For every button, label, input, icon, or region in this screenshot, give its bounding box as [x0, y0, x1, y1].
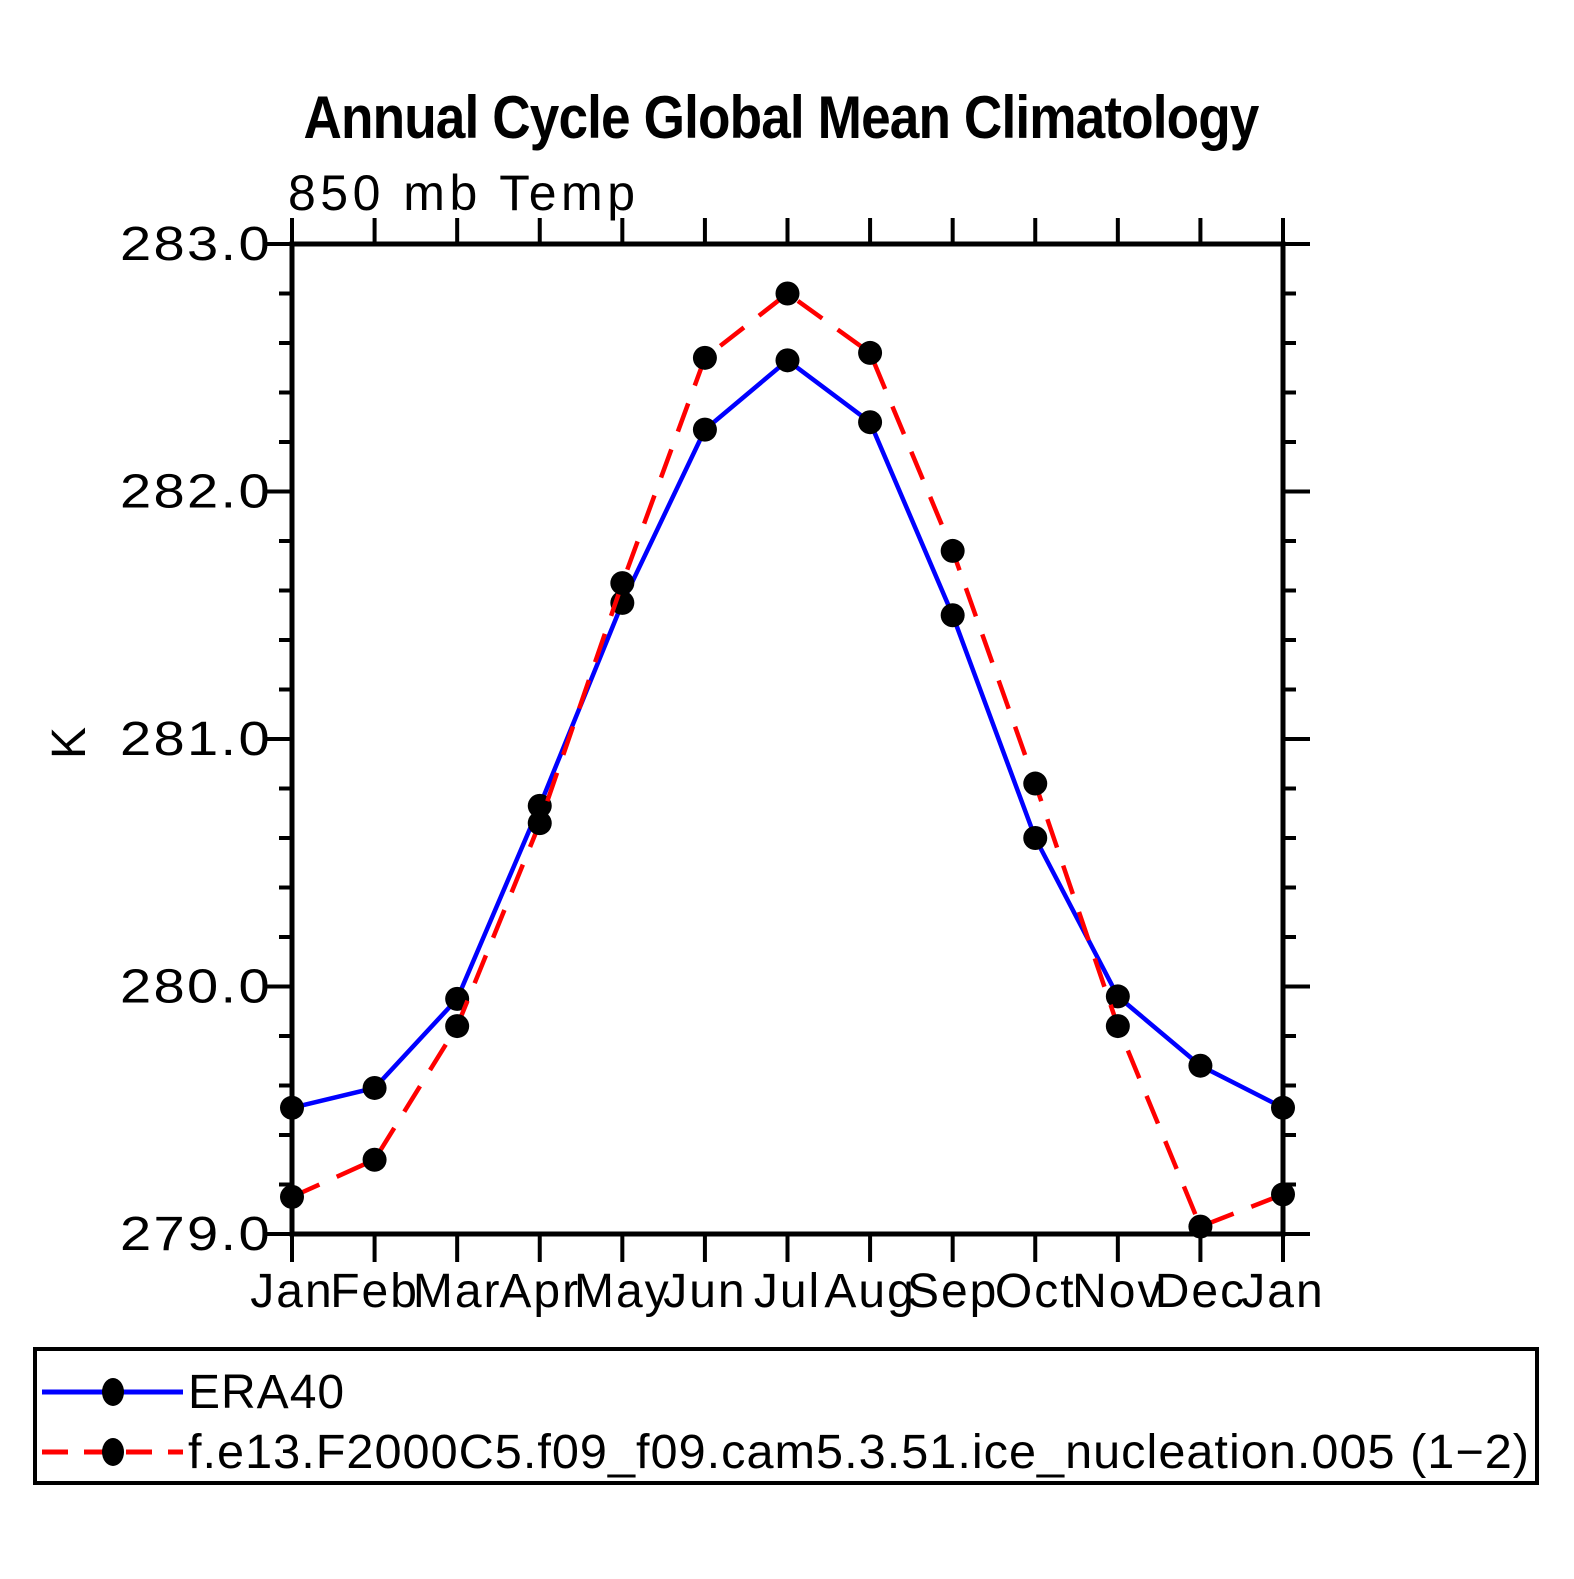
series-marker-0	[362, 1075, 387, 1100]
chart-subtitle: 850 mb Temp	[288, 165, 638, 221]
legend-label-model: f.e13.F2000C5.f09_f09.cam5.3.51.ice_nucl…	[188, 1426, 1530, 1479]
x-tick-label: Nov	[1072, 1265, 1163, 1318]
y-tick-label: 280.0	[120, 961, 272, 1014]
series-marker-0	[692, 417, 717, 442]
legend-swatch-marker-model	[102, 1438, 124, 1466]
legend-swatch-marker-era40	[102, 1378, 124, 1406]
series-line-1	[291, 290, 1284, 1230]
x-tick-label: Jan	[1241, 1265, 1324, 1318]
y-tick-label: 282.0	[120, 466, 272, 519]
y-tick-label: 281.0	[120, 713, 272, 766]
series-marker-0	[1188, 1053, 1213, 1078]
series-marker-1	[362, 1147, 387, 1172]
series-marker-0	[940, 603, 965, 628]
legend-box	[33, 1347, 1539, 1485]
x-tick-label: Jan	[250, 1265, 333, 1318]
x-tick-label: Oct	[995, 1265, 1076, 1318]
x-tick-label: Dec	[1155, 1265, 1246, 1318]
series-marker-0	[1023, 826, 1048, 850]
series-marker-1	[940, 538, 965, 563]
series-marker-0	[1271, 1095, 1295, 1120]
y-tick-label: 279.0	[120, 1208, 272, 1261]
legend-label-era40: ERA40	[188, 1366, 345, 1419]
x-tick-label: Feb	[330, 1265, 419, 1318]
x-tick-label: May	[574, 1265, 671, 1318]
series-marker-1	[858, 340, 883, 365]
y-axis-unit-label: K	[43, 725, 96, 759]
x-tick-label: Jun	[663, 1265, 746, 1318]
series-marker-1	[1271, 1182, 1295, 1207]
series-marker-0	[445, 986, 470, 1011]
series-marker-1	[775, 281, 800, 306]
series-marker-0	[1105, 984, 1130, 1009]
series-line-0	[291, 357, 1285, 1110]
chart-title: Annual Cycle Global Mean Climatology	[304, 84, 1260, 151]
series-marker-1	[610, 571, 635, 596]
x-tick-label: Sep	[907, 1265, 998, 1318]
x-tick-label: Jul	[754, 1265, 821, 1318]
series-marker-1	[445, 1014, 470, 1039]
plot-area: 279.0280.0281.0282.0283.0JanFebMarAprMay…	[120, 218, 1324, 1318]
plot-frame	[289, 241, 1286, 1237]
series-marker-1	[1023, 771, 1048, 796]
series-marker-1	[1105, 1014, 1130, 1039]
x-tick-label: Mar	[413, 1265, 502, 1318]
series-marker-1	[692, 345, 717, 370]
y-tick-label: 283.0	[120, 218, 272, 271]
series-marker-0	[280, 1095, 304, 1120]
series-marker-0	[858, 410, 883, 435]
series-marker-1	[280, 1184, 304, 1209]
series-marker-0	[775, 348, 800, 373]
series-marker-1	[1188, 1214, 1213, 1239]
x-tick-label: Apr	[499, 1265, 580, 1318]
series-marker-1	[527, 811, 552, 836]
legend: ERA40 f.e13.F2000C5.f09_f09.cam5.3.51.ic…	[33, 1347, 1539, 1485]
x-tick-label: Aug	[824, 1265, 915, 1318]
